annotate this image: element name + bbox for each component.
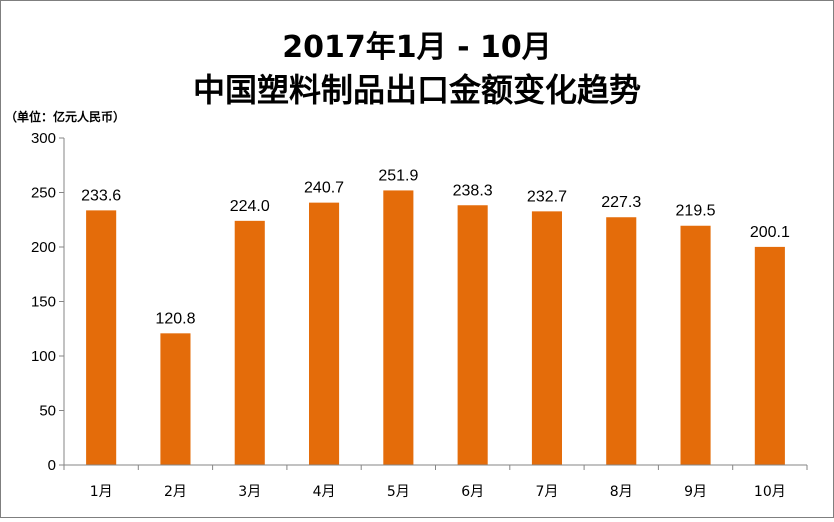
x-tick-label: 3月 <box>238 484 261 500</box>
bar-value-label: 224.0 <box>230 198 270 215</box>
x-tick-label: 6月 <box>461 484 484 500</box>
bar <box>680 225 711 465</box>
bar <box>160 333 191 465</box>
y-tick-label: 300 <box>31 130 56 147</box>
bar-value-label: 227.3 <box>601 194 641 211</box>
bar-value-label: 240.7 <box>304 180 344 197</box>
data-labels: 233.6 120.8 224.0 240.7 251.9 238.3 232.7 227.3… <box>81 167 790 327</box>
y-tick-label: 200 <box>31 239 56 256</box>
bar-value-label: 238.3 <box>453 182 493 199</box>
x-tick-label: 9月 <box>684 484 707 500</box>
bar-value-label: 120.8 <box>155 310 195 327</box>
x-tick-label: 2月 <box>164 484 187 500</box>
x-tick-label: 5月 <box>387 484 410 500</box>
y-tick-label: 100 <box>31 348 56 365</box>
x-tick-label: 10月 <box>754 484 786 500</box>
unit-label: （单位：亿元人民币） <box>5 109 125 124</box>
x-tick-label: 7月 <box>535 484 558 500</box>
bar-value-label: 232.7 <box>527 188 567 205</box>
x-axis: 1月 2月 3月 4月 5月 6月 7月 8月 9月 10月 <box>63 464 808 500</box>
bar <box>457 205 488 466</box>
bar-value-label: 251.9 <box>378 167 418 184</box>
x-tick-label: 4月 <box>313 484 336 500</box>
y-tick-label: 50 <box>39 403 56 420</box>
bar <box>309 202 340 465</box>
bar-value-label: 219.5 <box>676 203 716 220</box>
bar <box>86 210 117 465</box>
bar <box>606 217 637 465</box>
bar-value-label: 233.6 <box>81 187 121 204</box>
chart-title-line1: 2017年1月 - 10月 <box>282 30 551 65</box>
x-tick-label: 8月 <box>610 484 633 500</box>
bar <box>531 211 562 465</box>
bar <box>754 246 785 465</box>
bar <box>234 220 265 465</box>
y-tick-label: 250 <box>31 185 56 202</box>
bar-value-label: 200.1 <box>750 224 790 241</box>
y-tick-label: 0 <box>48 457 56 474</box>
bars <box>86 190 785 466</box>
y-axis: 0 50 100 150 200 250 300 <box>31 130 65 474</box>
bar <box>383 190 414 465</box>
x-tick-label: 1月 <box>90 484 113 500</box>
y-tick-label: 150 <box>31 294 56 311</box>
chart-title-line2: 中国塑料制品出口金额变化趋势 <box>193 71 641 109</box>
